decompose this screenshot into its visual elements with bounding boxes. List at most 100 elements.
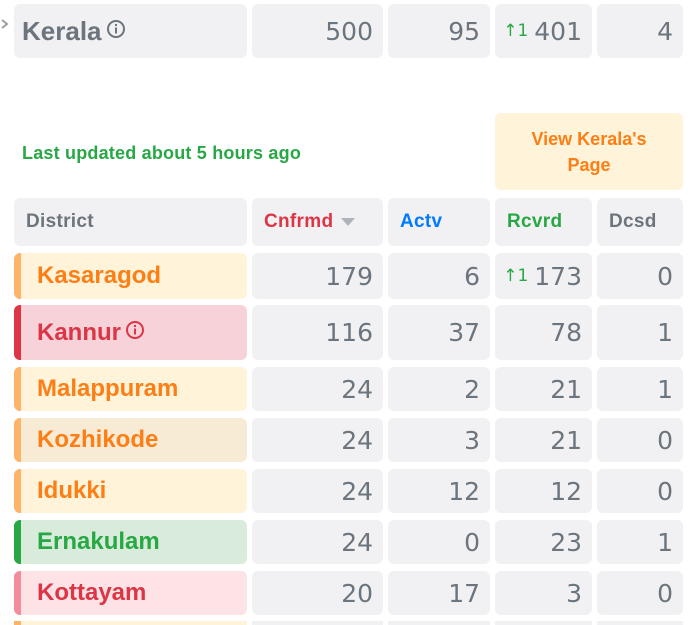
district-recovered: ↑1 173: [495, 253, 592, 299]
district-deceased-value: 0: [657, 261, 673, 291]
district-row-partial: [0, 621, 697, 625]
header-district-label: District: [26, 211, 94, 232]
district-active: 0: [388, 520, 490, 564]
district-confirmed-value: 20: [341, 578, 373, 608]
state-recovered: ↑1 401: [495, 4, 592, 58]
district-name: Malappuram: [37, 375, 179, 402]
header-deceased-label: Dcsd: [609, 211, 657, 232]
district-confirmed-value: 24: [341, 374, 373, 404]
district-confirmed: 24: [252, 469, 383, 513]
district-deceased: 0: [597, 469, 683, 513]
district-active-value: 0: [464, 527, 480, 557]
header-confirmed[interactable]: Cnfrmd: [252, 198, 383, 246]
district-confirmed: 20: [252, 571, 383, 615]
header-recovered[interactable]: Rcvrd: [495, 198, 592, 246]
district-active: 12: [388, 469, 490, 513]
district-name-cell[interactable]: Kottayam: [14, 571, 247, 615]
district-name-cell[interactable]: Kasaragod: [14, 253, 247, 299]
district-confirmed-value: 179: [325, 261, 373, 291]
district-deceased: 0: [597, 253, 683, 299]
district-active-value: 37: [448, 318, 480, 347]
district-name: Kozhikode: [37, 426, 159, 453]
district-deceased: [597, 621, 683, 625]
district-deceased: 1: [597, 367, 683, 411]
district-deceased: 0: [597, 571, 683, 615]
district-deceased-value: 1: [657, 318, 673, 347]
district-recovered-value: 173: [534, 261, 582, 291]
district-active-value: 3: [464, 425, 480, 455]
district-recovered-value: 3: [566, 578, 582, 608]
district-row[interactable]: Ernakulam 24 0 23 1: [0, 520, 697, 564]
district-confirmed: [252, 621, 383, 625]
district-active: [388, 621, 490, 625]
chevron-icon[interactable]: [0, 14, 10, 34]
district-recovered-delta: ↑1: [503, 266, 529, 286]
district-recovered-value: 21: [550, 374, 582, 404]
state-confirmed: 500: [252, 4, 383, 58]
header-district[interactable]: District: [14, 198, 247, 246]
district-name: Idukki: [37, 477, 107, 504]
district-name: Kottayam: [37, 579, 147, 606]
header-active[interactable]: Actv: [388, 198, 490, 246]
header-confirmed-label: Cnfrmd: [264, 211, 334, 232]
district-confirmed-value: 24: [341, 425, 373, 455]
header-deceased[interactable]: Dcsd: [597, 198, 683, 246]
district-active: 37: [388, 305, 490, 360]
district-row[interactable]: Kottayam 20 17 3 0: [0, 571, 697, 615]
state-confirmed-value: 500: [325, 16, 373, 46]
last-updated-text: Last updated about 5 hours ago: [22, 143, 302, 163]
info-icon[interactable]: [106, 19, 126, 44]
district-name-cell[interactable]: Malappuram: [14, 367, 247, 411]
district-recovered: 78: [495, 305, 592, 360]
district-name-cell[interactable]: Ernakulam: [14, 520, 247, 564]
district-confirmed: 116: [252, 305, 383, 360]
state-deceased: 4: [597, 4, 683, 58]
state-name: Kerala: [22, 15, 102, 46]
district-active-value: 2: [464, 374, 480, 404]
district-active: 3: [388, 418, 490, 462]
district-recovered-value: 12: [550, 476, 582, 506]
district-name-cell[interactable]: Idukki: [14, 469, 247, 513]
district-name-cell: [14, 621, 247, 625]
district-recovered-value: 78: [550, 318, 582, 347]
district-row[interactable]: Kasaragod 179 6 ↑1 173 0: [0, 253, 697, 299]
state-deceased-value: 4: [657, 16, 673, 46]
district-recovered: 3: [495, 571, 592, 615]
state-name-cell[interactable]: Kerala: [14, 4, 247, 58]
district-row[interactable]: Idukki 24 12 12 0: [0, 469, 697, 513]
district-recovered: 12: [495, 469, 592, 513]
district-name: Kannur: [37, 318, 121, 346]
state-active: 95: [388, 4, 490, 58]
district-deceased-value: 0: [657, 476, 673, 506]
district-name-cell[interactable]: Kozhikode: [14, 418, 247, 462]
district-deceased-value: 1: [657, 374, 673, 404]
district-row[interactable]: Malappuram 24 2 21 1: [0, 367, 697, 411]
district-confirmed-value: 24: [341, 476, 373, 506]
district-recovered: [495, 621, 592, 625]
district-deceased: 1: [597, 305, 683, 360]
info-icon[interactable]: [125, 319, 145, 347]
district-active: 6: [388, 253, 490, 299]
district-confirmed-value: 116: [325, 318, 373, 347]
state-active-value: 95: [448, 16, 480, 46]
district-deceased-value: 0: [657, 578, 673, 608]
district-confirmed: 24: [252, 418, 383, 462]
district-recovered-value: 21: [550, 425, 582, 455]
header-active-label: Actv: [400, 211, 443, 232]
district-active-value: 17: [448, 578, 480, 608]
district-active-value: 6: [464, 261, 480, 291]
sort-desc-icon: [341, 218, 356, 226]
district-row[interactable]: Kannur 116 37 78 1: [0, 305, 697, 360]
header-recovered-label: Rcvrd: [507, 211, 563, 232]
district-recovered: 23: [495, 520, 592, 564]
district-deceased: 0: [597, 418, 683, 462]
district-confirmed-value: 24: [341, 527, 373, 557]
district-name-cell[interactable]: Kannur: [14, 305, 247, 360]
district-name: Ernakulam: [37, 528, 160, 555]
view-state-page-button[interactable]: View Kerala's Page: [495, 113, 683, 190]
district-confirmed: 24: [252, 367, 383, 411]
state-recovered-delta: ↑1: [503, 21, 529, 41]
district-row[interactable]: Kozhikode 24 3 21 0: [0, 418, 697, 462]
district-confirmed: 24: [252, 520, 383, 564]
district-active: 2: [388, 367, 490, 411]
